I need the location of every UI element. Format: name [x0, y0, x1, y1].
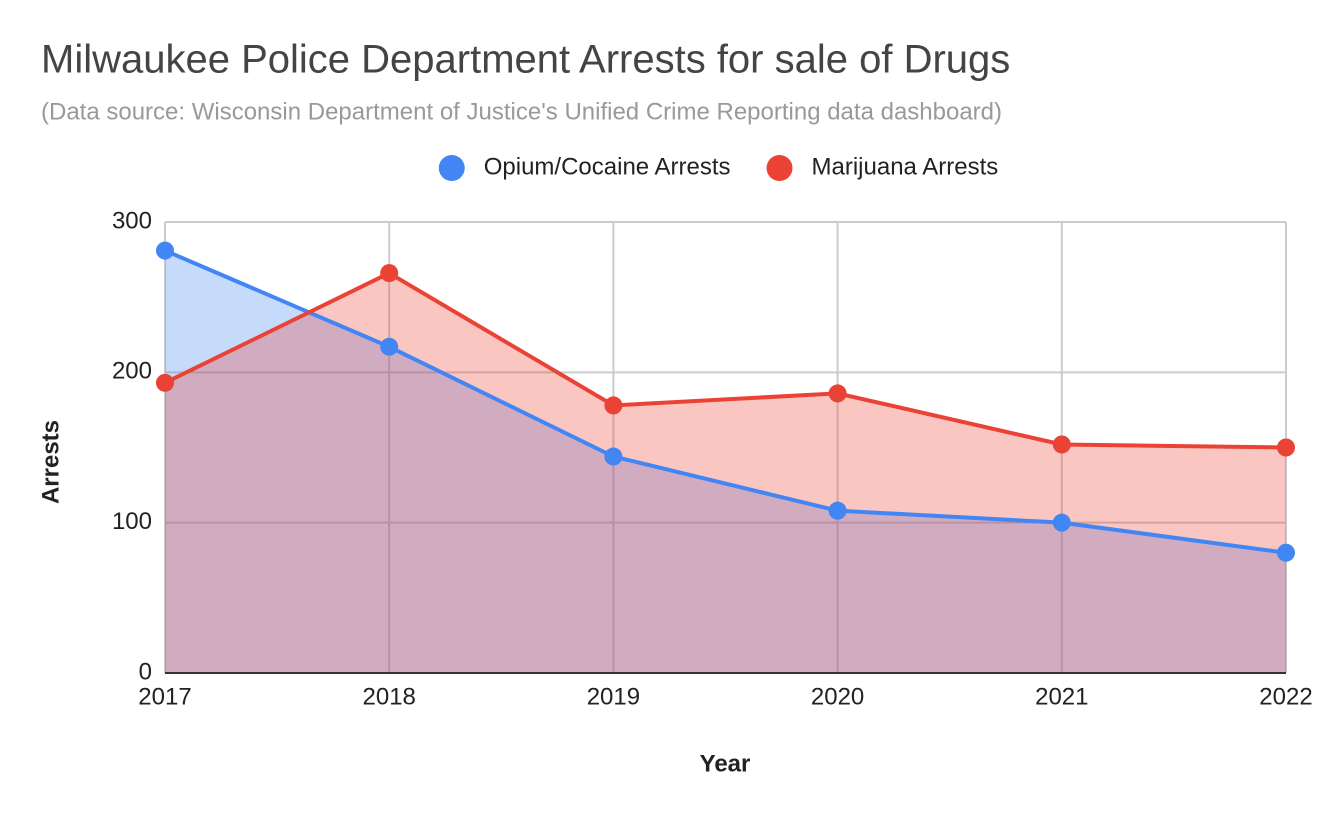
y-tick-label: 0	[139, 658, 152, 685]
y-tick-label: 300	[112, 207, 152, 234]
legend-label: Opium/Cocaine Arrests	[484, 153, 731, 180]
x-tick-label: 2021	[1035, 683, 1088, 710]
x-axis-label: Year	[700, 750, 751, 777]
point	[380, 337, 399, 356]
x-tick-label: 2018	[363, 683, 416, 710]
point	[156, 373, 174, 392]
point	[1052, 435, 1071, 454]
line	[164, 248, 1287, 555]
y-tick-label: 200	[112, 358, 152, 385]
point	[828, 384, 847, 403]
point	[1052, 513, 1071, 532]
legend-marker	[766, 155, 793, 181]
legend-marker	[438, 155, 465, 181]
x-tick-label: 2020	[811, 683, 864, 710]
line	[164, 270, 1287, 450]
area	[165, 250, 1286, 673]
point	[156, 241, 174, 260]
chart-title: Milwaukee Police Department Arrests for …	[41, 38, 1010, 82]
point	[604, 396, 623, 415]
x-tick-label: 2019	[587, 683, 640, 710]
legend-label: Marijuana Arrests	[812, 153, 999, 180]
point	[828, 501, 847, 520]
point	[380, 264, 399, 283]
x-tick-label: 2017	[138, 683, 191, 710]
y-tick-label: 100	[112, 508, 152, 535]
point	[1277, 438, 1295, 457]
y-axis-label: Arrests	[37, 420, 64, 504]
point	[604, 447, 623, 466]
x-tick-label: 2022	[1259, 683, 1312, 710]
chart-subtitle: (Data source: Wisconsin Department of Ju…	[41, 98, 1002, 125]
point	[1277, 543, 1295, 562]
